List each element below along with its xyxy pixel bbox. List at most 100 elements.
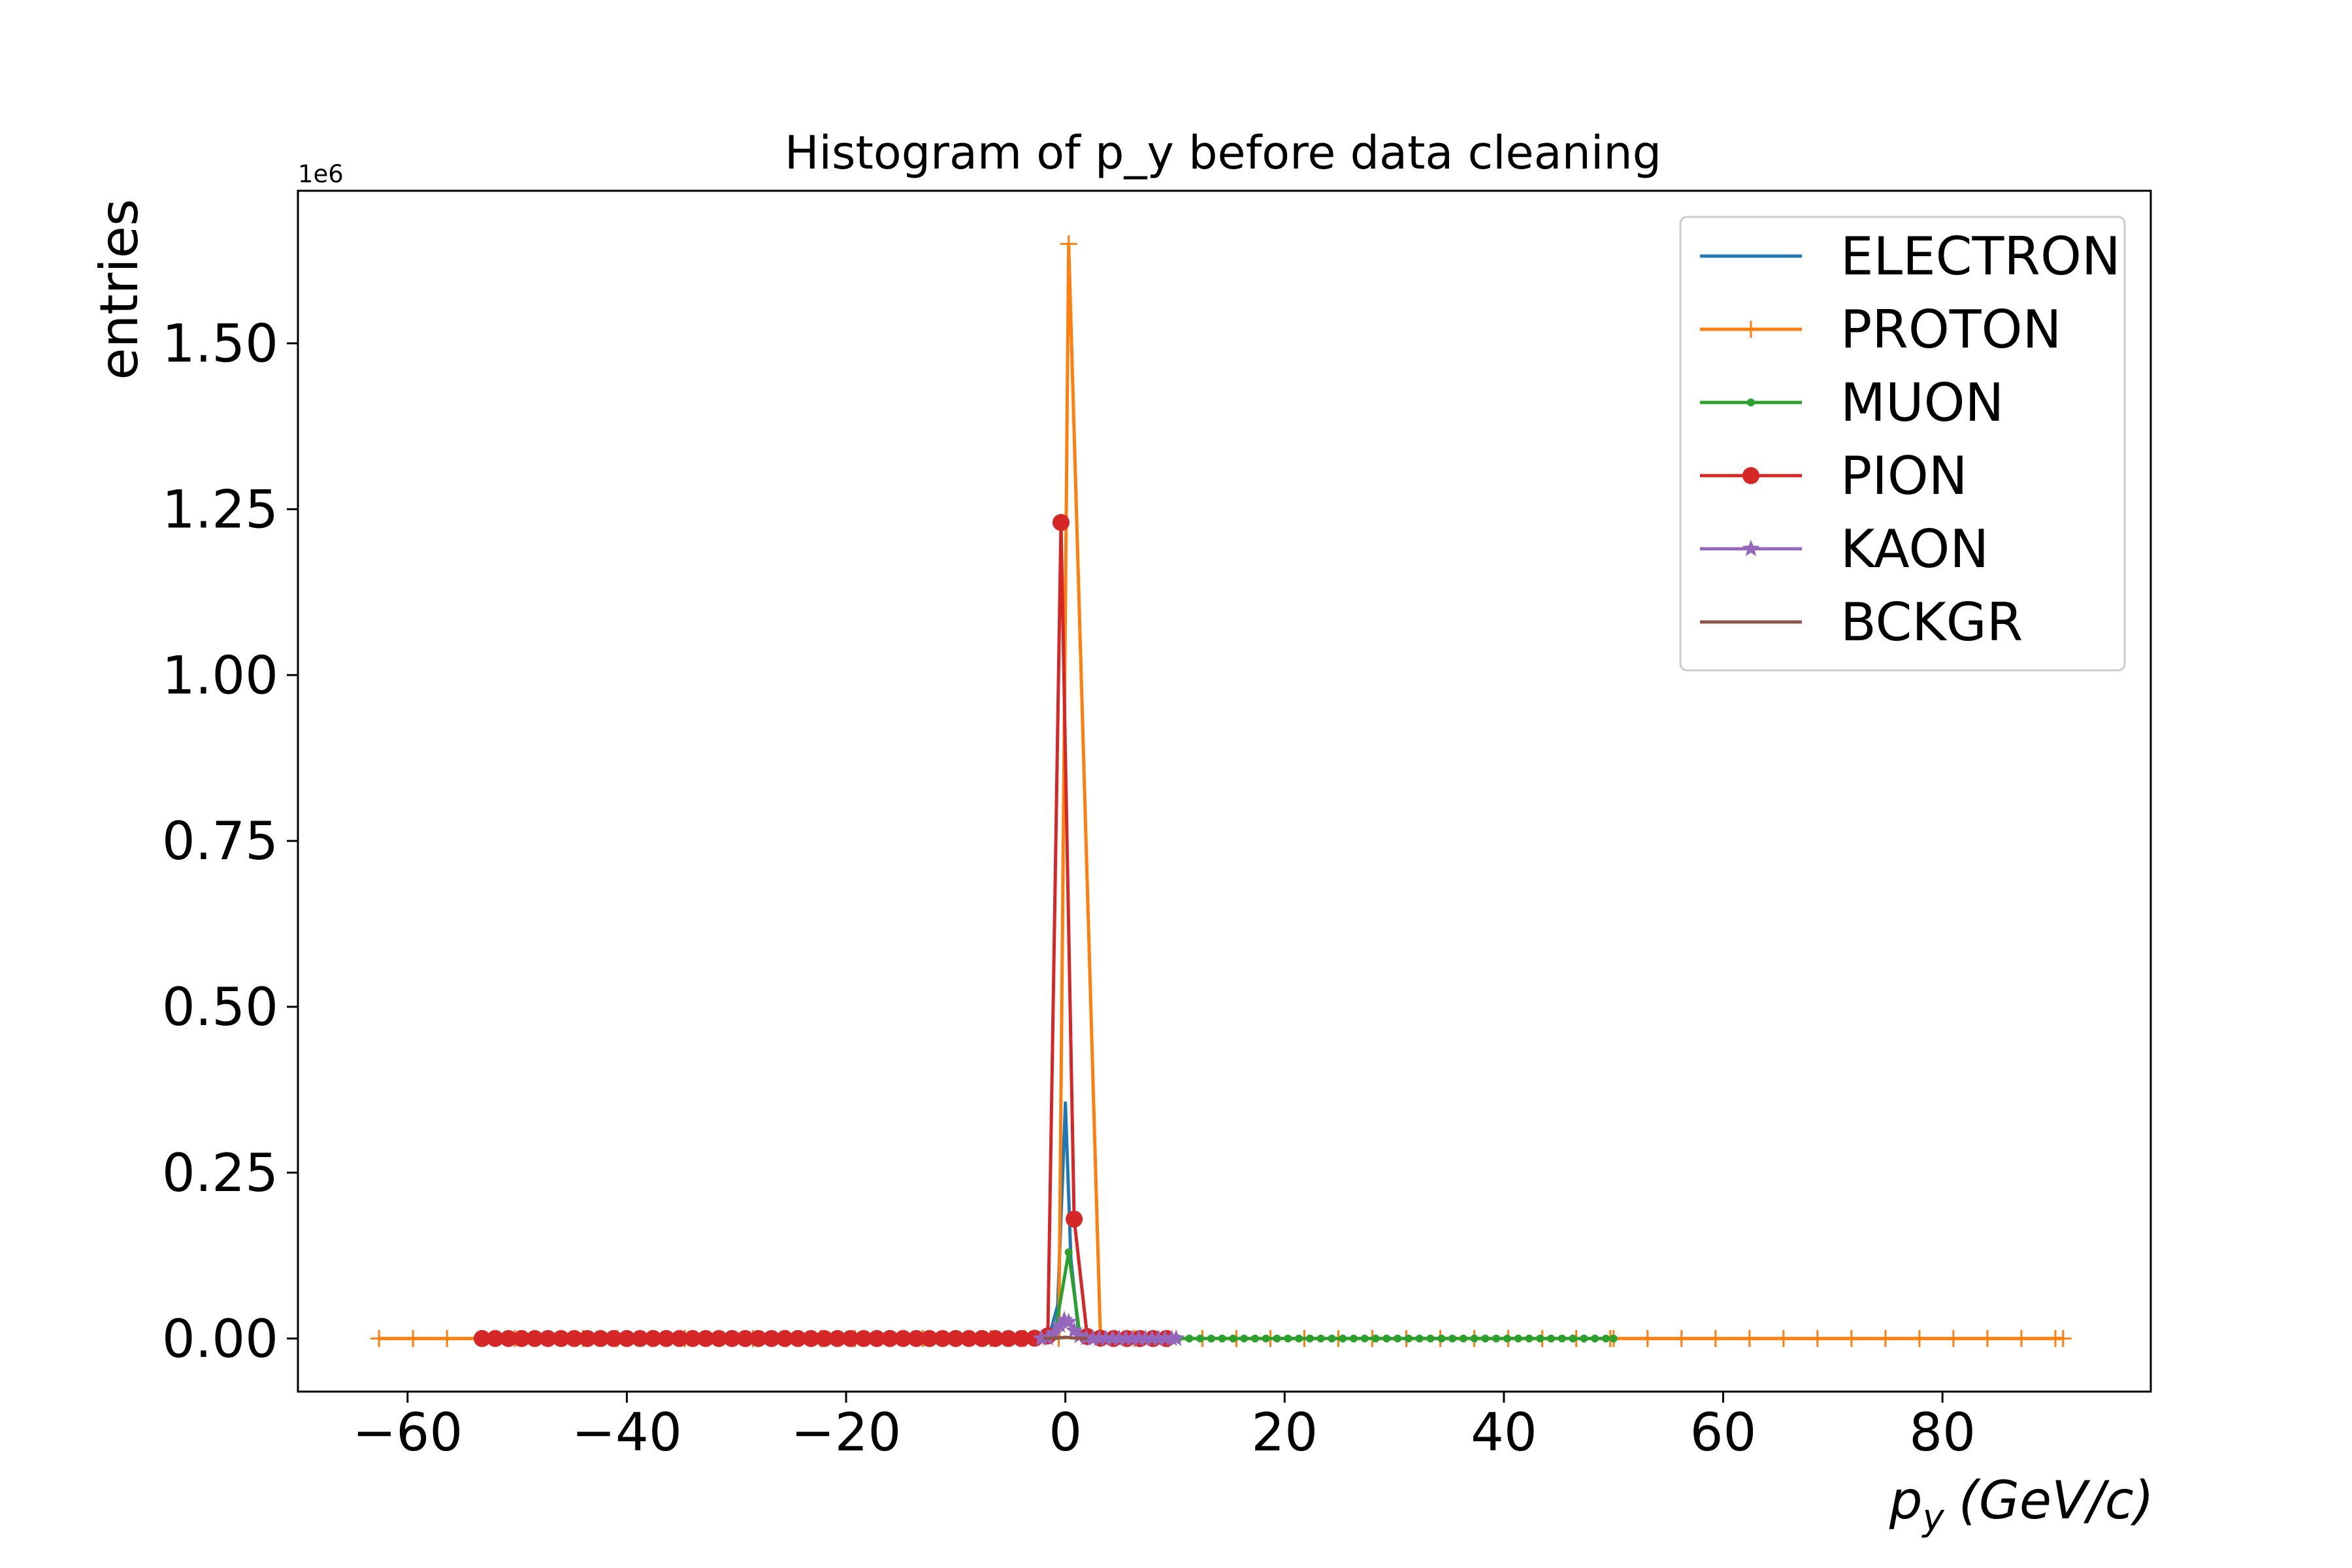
data-point <box>1032 1329 1051 1347</box>
data-point <box>1090 1329 1108 1347</box>
legend-label: MUON <box>1840 372 2004 433</box>
plot-area-frame <box>297 189 2152 1393</box>
data-point <box>1742 540 1760 557</box>
data-point <box>1240 1334 1249 1343</box>
x-tick-label: 40 <box>1471 1402 1537 1463</box>
data-point <box>762 1330 780 1347</box>
data-point <box>1350 1334 1358 1343</box>
y-tick-label: 0.75 <box>162 811 278 872</box>
data-point <box>1547 1334 1556 1343</box>
data-point <box>1459 1334 1467 1343</box>
data-point <box>1394 1334 1402 1343</box>
x-tick-label: 60 <box>1690 1402 1757 1463</box>
data-point <box>868 1330 886 1347</box>
data-point <box>1609 1334 1618 1343</box>
data-point <box>1316 1334 1325 1343</box>
data-point <box>736 1330 754 1347</box>
data-point <box>579 1330 596 1347</box>
data-point <box>1580 1334 1588 1343</box>
data-point <box>552 1330 570 1347</box>
y-axis-label: entries <box>89 199 150 380</box>
y-tick-label: 1.00 <box>162 645 278 706</box>
data-point <box>855 1330 872 1347</box>
y-tick-label: 0.00 <box>162 1309 278 1369</box>
legend-item-bckgr: BCKGR <box>1700 592 2023 653</box>
data-point <box>618 1330 636 1347</box>
data-point <box>921 1330 938 1347</box>
data-point <box>1514 1334 1522 1343</box>
data-point <box>1591 1334 1599 1343</box>
data-point <box>1492 1334 1501 1343</box>
data-point <box>1065 1321 1083 1338</box>
y-tick-label: 0.25 <box>162 1143 278 1203</box>
data-point <box>500 1330 517 1347</box>
legend-label: ELECTRON <box>1840 226 2121 287</box>
data-point <box>815 1330 833 1347</box>
data-point <box>1360 1334 1369 1343</box>
y-tick-label: 1.25 <box>162 479 278 540</box>
data-point <box>987 1330 1004 1347</box>
data-point <box>960 1330 978 1347</box>
data-point <box>1117 1329 1135 1347</box>
data-point <box>1284 1334 1292 1343</box>
data-point <box>1013 1330 1030 1347</box>
data-point <box>1747 399 1755 406</box>
data-point <box>1064 1248 1073 1256</box>
data-point <box>539 1330 557 1347</box>
data-point <box>1250 1334 1259 1343</box>
data-point <box>1196 1334 1205 1343</box>
series-line <box>1043 1335 1088 1341</box>
x-axis-label-main: p <box>1889 1470 1923 1531</box>
legend-item-proton: PROTON <box>1700 299 2061 360</box>
data-point <box>881 1330 899 1347</box>
data-point <box>907 1330 925 1347</box>
data-point <box>1295 1334 1303 1343</box>
legend-item-electron: ELECTRON <box>1700 226 2121 287</box>
data-point <box>1448 1334 1457 1343</box>
x-axis-label-subscript: y <box>1921 1497 1945 1539</box>
data-point <box>526 1330 544 1347</box>
data-point <box>1229 1334 1237 1343</box>
data-point <box>1426 1334 1435 1343</box>
data-point <box>710 1330 728 1347</box>
data-point <box>1525 1334 1533 1343</box>
data-point <box>1481 1334 1490 1343</box>
y-tick-label: 0.50 <box>162 977 278 1037</box>
data-point <box>1273 1334 1281 1343</box>
legend-item-muon: MUON <box>1700 372 2004 433</box>
data-point <box>1110 1329 1128 1347</box>
series-kaon <box>1032 1311 1185 1347</box>
data-point <box>697 1330 715 1347</box>
legend-label: BCKGR <box>1840 592 2023 653</box>
data-point <box>670 1330 688 1347</box>
data-point <box>1052 514 1070 531</box>
data-point <box>1339 1334 1347 1343</box>
data-point <box>1558 1334 1566 1343</box>
data-point <box>1136 1329 1154 1347</box>
series-layer <box>370 235 2072 1347</box>
data-point <box>487 1330 504 1347</box>
data-point <box>894 1330 912 1347</box>
data-point <box>1185 1334 1194 1343</box>
data-point <box>789 1330 807 1347</box>
data-point <box>776 1330 794 1347</box>
data-point <box>749 1330 767 1347</box>
x-tick-label: 20 <box>1251 1402 1318 1463</box>
data-point <box>1123 1329 1141 1347</box>
data-point <box>1328 1334 1336 1343</box>
data-point <box>592 1330 610 1347</box>
data-point <box>973 1330 991 1347</box>
x-ticks: −60 −40 −20 0 20 40 60 80 <box>352 1392 1976 1463</box>
legend-label: PION <box>1840 446 1968 506</box>
data-point <box>947 1330 964 1347</box>
x-axis-label-unit: (GeV/c) <box>1959 1470 2154 1531</box>
x-tick-label: −40 <box>572 1402 682 1463</box>
data-point <box>1536 1334 1544 1343</box>
data-point <box>1150 1329 1168 1347</box>
data-point <box>1097 1329 1115 1347</box>
legend-label: PROTON <box>1840 299 2061 360</box>
data-point <box>1103 1329 1122 1347</box>
data-point <box>1415 1334 1424 1343</box>
y-ticks: 0.00 0.25 0.50 0.75 1.00 1.25 1.50 <box>162 314 298 1369</box>
data-point <box>1000 1330 1017 1347</box>
